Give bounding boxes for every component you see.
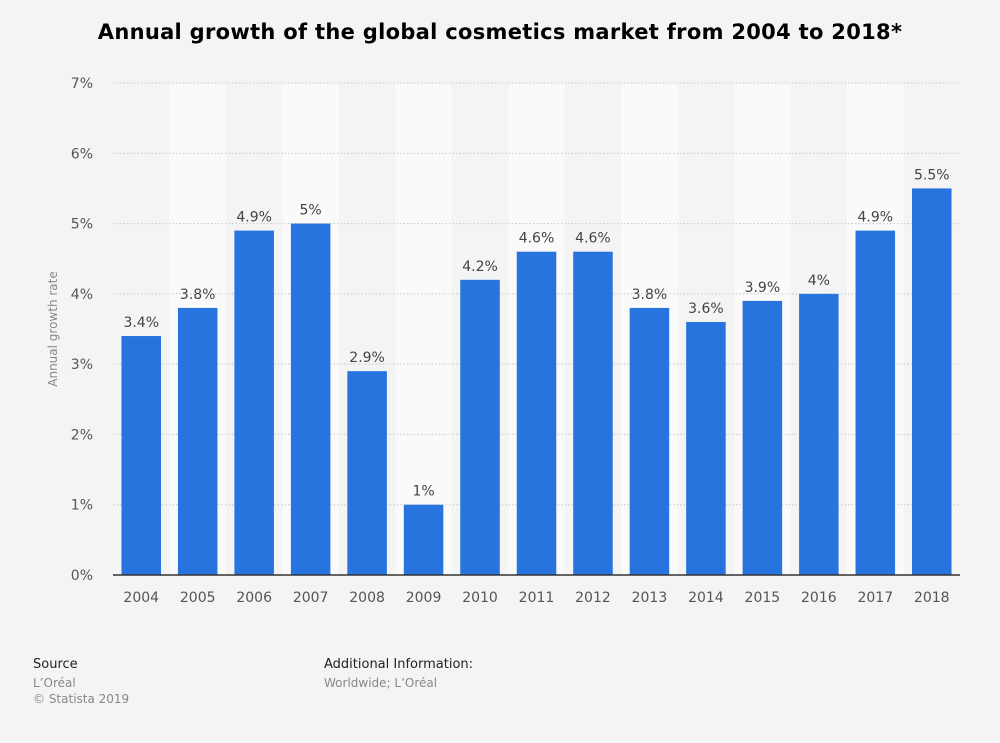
data-label: 4.9% (236, 210, 272, 226)
data-label: 4.9% (858, 210, 894, 226)
data-label: 3.9% (745, 280, 781, 296)
bar (629, 307, 670, 575)
data-label: 4.2% (462, 259, 498, 275)
chart-title: Annual growth of the global cosmetics ma… (97, 20, 903, 44)
x-tick-label: 2008 (349, 590, 385, 606)
x-tick-label: 2013 (632, 590, 668, 606)
y-tick-label: 3% (71, 357, 93, 373)
data-labels: 3.4% 3.8% 4.9% 5% 2.9% 1% 4.2% 4.6% 4.6% 3.8% 3.6%… (123, 167, 949, 499)
bar (516, 251, 557, 575)
x-tick-label: 2014 (688, 590, 724, 606)
bar (573, 251, 613, 575)
data-label: 4.6% (519, 231, 555, 247)
x-tick-label: 2009 (406, 590, 442, 606)
source-line-1: L’Oréal (33, 676, 76, 690)
data-label: 5% (300, 203, 322, 219)
x-tick-label: 2016 (801, 590, 837, 606)
bar (742, 300, 783, 575)
x-tick-label: 2018 (914, 590, 950, 606)
data-label: 1% (412, 484, 434, 500)
x-tick-label: 2011 (519, 590, 555, 606)
bar (234, 230, 274, 575)
bar (799, 293, 839, 575)
y-tick-label: 2% (71, 427, 93, 443)
data-label: 4% (808, 273, 830, 289)
data-label: 4.6% (575, 231, 611, 247)
x-tick-label: 2007 (293, 590, 329, 606)
data-label: 5.5% (914, 167, 950, 183)
additional-info-heading: Additional Information: (324, 657, 474, 672)
x-tick-label: 2010 (462, 590, 498, 606)
x-tick-labels: 2004 2005 2006 2007 2008 2009 2010 2011 2012 2013… (123, 590, 949, 606)
bar (912, 188, 952, 575)
data-label: 3.8% (632, 287, 668, 303)
y-axis-label: Annual growth rate (46, 271, 60, 386)
bar (177, 307, 218, 575)
y-tick-label: 4% (71, 287, 93, 303)
y-tick-label: 6% (71, 146, 93, 162)
y-tick-label: 0% (71, 568, 93, 584)
x-tick-label: 2017 (857, 590, 893, 606)
bar (460, 279, 500, 575)
data-label: 3.4% (123, 315, 159, 331)
x-tick-label: 2015 (745, 590, 781, 606)
bars (121, 188, 952, 576)
bar (686, 321, 726, 575)
x-tick-label: 2005 (180, 590, 216, 606)
y-tick-label: 7% (71, 76, 93, 92)
x-tick-label: 2012 (575, 590, 611, 606)
source-block: Source L’Oréal © Statista 2019 (33, 657, 129, 707)
bar (855, 230, 896, 575)
additional-info-block: Additional Information: Worldwide; L’Oré… (324, 657, 473, 691)
y-tick-labels: 0% 1% 2% 3% 4% 5% 6% 7% (71, 76, 93, 584)
bar (290, 223, 331, 576)
bar (403, 504, 444, 575)
additional-info-text: Worldwide; L’Oréal (324, 676, 438, 690)
source-line-2: © Statista 2019 (33, 692, 130, 706)
y-tick-label: 5% (71, 217, 93, 233)
y-tick-label: 1% (71, 498, 93, 514)
x-tick-label: 2004 (123, 590, 159, 606)
bar (347, 371, 387, 575)
data-label: 2.9% (349, 350, 385, 366)
source-heading: Source (33, 657, 78, 672)
data-label: 3.6% (688, 301, 724, 317)
data-label: 3.8% (180, 287, 216, 303)
bar (121, 336, 161, 575)
background-band (395, 83, 452, 575)
x-tick-label: 2006 (236, 590, 272, 606)
